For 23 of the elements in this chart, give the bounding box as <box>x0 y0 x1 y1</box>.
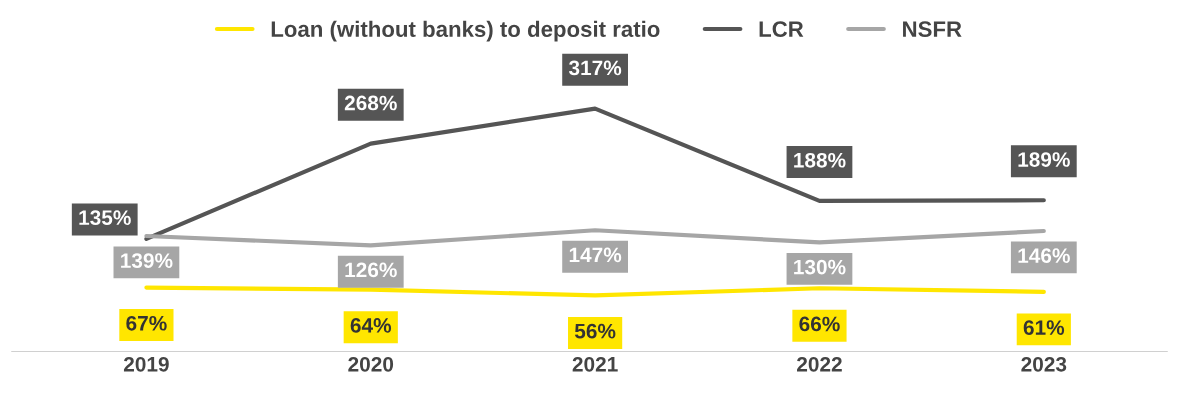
data-label: 146% <box>1018 248 1070 263</box>
legend-label: Loan (without banks) to deposit ratio <box>271 20 660 42</box>
data-label: 139% <box>121 253 173 269</box>
data-label: 126% <box>345 262 397 278</box>
x-tick-label: 2019 <box>123 356 169 372</box>
data-label: 61% <box>1023 320 1065 335</box>
data-label: 268% <box>344 95 397 111</box>
data-label: 66% <box>799 316 840 332</box>
data-label: 67% <box>126 315 167 331</box>
x-tick-label: 2023 <box>1021 356 1067 372</box>
data-label: 189% <box>1018 152 1070 167</box>
legend-label: NSFR <box>903 21 962 38</box>
data-label: 317% <box>568 60 622 76</box>
data-label: 135% <box>79 210 131 226</box>
x-tick-label: 2021 <box>572 356 618 372</box>
data-label: 56% <box>574 323 616 339</box>
data-label: 188% <box>794 152 846 168</box>
data-label: 64% <box>350 318 392 333</box>
data-label: 130% <box>794 259 846 275</box>
x-tick-label: 2022 <box>797 356 842 372</box>
x-tick-label: 2020 <box>348 356 394 372</box>
data-label: 147% <box>569 247 622 263</box>
legend-label: LCR <box>759 21 804 38</box>
